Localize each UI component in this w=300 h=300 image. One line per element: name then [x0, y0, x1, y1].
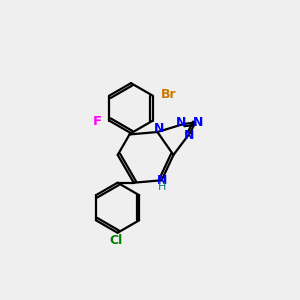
Text: N: N: [154, 122, 164, 135]
Text: F: F: [93, 115, 102, 128]
Text: N: N: [157, 174, 167, 187]
Text: N: N: [184, 129, 194, 142]
Text: N: N: [193, 116, 203, 129]
Text: Cl: Cl: [110, 234, 123, 247]
Text: N: N: [176, 116, 186, 129]
Text: Br: Br: [161, 88, 177, 101]
Text: H: H: [158, 182, 166, 192]
